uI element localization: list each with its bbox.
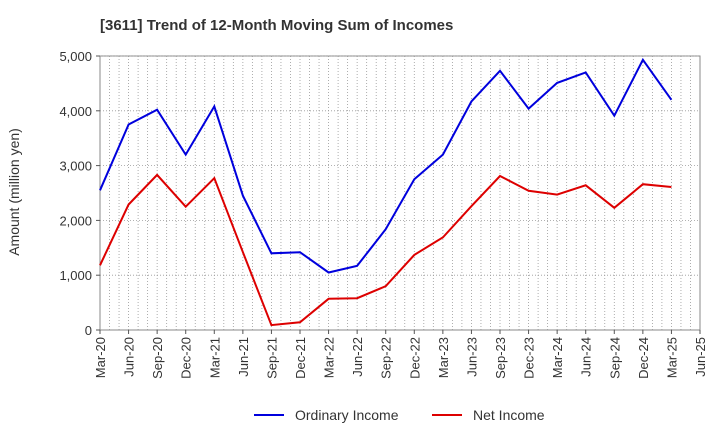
legend-label-net-income: Net Income xyxy=(473,407,545,423)
x-tick-label: Dec-23 xyxy=(522,337,537,379)
series-line-ordinary-income xyxy=(99,57,673,274)
grid-lines xyxy=(100,55,700,330)
x-tick-label: Mar-25 xyxy=(664,337,679,378)
x-tick-label: Dec-24 xyxy=(636,337,651,379)
y-axis-label: Amount (million yen) xyxy=(6,128,22,256)
x-axis-ticks: Mar-20 Jun-20 Sep-20 Dec-20 Mar-21 Jun-21 Sep-… xyxy=(93,330,708,379)
series-lines xyxy=(99,57,673,327)
x-tick-label: Jun-24 xyxy=(579,337,594,377)
x-tick-label: Mar-22 xyxy=(322,337,337,378)
x-tick-label: Mar-23 xyxy=(436,337,451,378)
x-tick-label: Mar-21 xyxy=(207,337,222,378)
legend-label-ordinary-income: Ordinary Income xyxy=(295,407,399,423)
x-tick-label: Jun-23 xyxy=(464,337,479,377)
x-tick-label: Sep-20 xyxy=(150,337,165,379)
y-tick-label: 1,000 xyxy=(59,268,92,283)
series-line-net-income xyxy=(99,173,672,327)
y-tick-label: 3,000 xyxy=(59,159,92,174)
x-tick-label: Jun-21 xyxy=(236,337,251,377)
x-tick-label: Jun-20 xyxy=(122,337,137,377)
y-tick-label: 4,000 xyxy=(59,104,92,119)
x-tick-label: Dec-22 xyxy=(407,337,422,379)
chart-title: [3611] Trend of 12-Month Moving Sum of I… xyxy=(100,17,453,34)
plot-frame xyxy=(99,55,701,331)
x-tick-label: Mar-24 xyxy=(550,337,565,378)
x-tick-label: Dec-20 xyxy=(179,337,194,379)
plot-area xyxy=(99,55,701,331)
y-axis-ticks: 0 1,000 2,000 3,000 4,000 5,000 xyxy=(59,49,100,338)
y-tick-label: 0 xyxy=(85,323,92,338)
x-tick-label: Jun-25 xyxy=(693,337,708,377)
x-tick-label: Mar-20 xyxy=(93,337,108,378)
y-tick-label: 5,000 xyxy=(59,49,92,64)
x-tick-label: Sep-21 xyxy=(264,337,279,379)
legend: Ordinary Income Net Income xyxy=(254,407,545,423)
x-tick-label: Dec-21 xyxy=(293,337,308,379)
x-tick-label: Jun-22 xyxy=(350,337,365,377)
x-tick-label: Sep-22 xyxy=(379,337,394,379)
x-tick-label: Sep-24 xyxy=(607,337,622,379)
y-tick-label: 2,000 xyxy=(59,213,92,228)
x-tick-label: Sep-23 xyxy=(493,337,508,379)
